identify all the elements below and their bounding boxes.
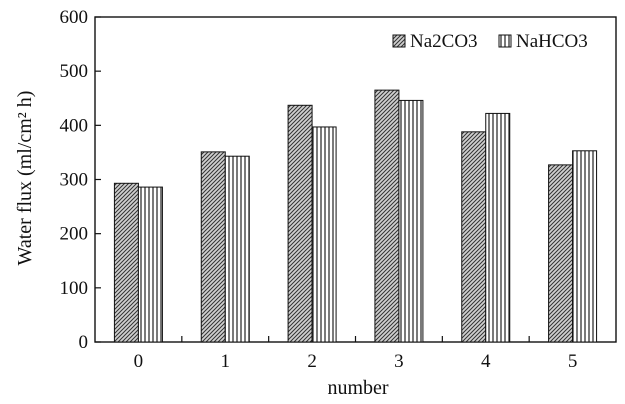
bar-na2co3-2 xyxy=(287,104,313,343)
legend-swatch-nahco3 xyxy=(498,34,512,48)
y-tick-label: 300 xyxy=(60,170,89,191)
bar-na2co3-1 xyxy=(200,151,226,343)
x-tick-label: 5 xyxy=(568,351,578,372)
y-axis-title: Water flux (ml/cm² h) xyxy=(14,91,36,266)
legend-label-na2co3: Na2CO3 xyxy=(410,31,478,52)
bar-nahco3-3 xyxy=(398,99,424,343)
x-tick-label: 3 xyxy=(394,351,404,372)
y-tick-label: 500 xyxy=(60,61,89,82)
x-tick-label: 4 xyxy=(481,351,491,372)
bar-nahco3-0 xyxy=(137,186,163,343)
y-tick-label: 600 xyxy=(60,7,89,28)
bar-nahco3-4 xyxy=(485,112,511,343)
x-tick-label: 2 xyxy=(307,351,317,372)
bar-na2co3-3 xyxy=(374,89,400,343)
bar-nahco3-2 xyxy=(311,126,337,343)
bar-nahco3-5 xyxy=(572,150,598,343)
x-tick-label: 0 xyxy=(134,351,144,372)
legend: Na2CO3 NaHCO3 xyxy=(392,31,588,52)
y-tick-label: 200 xyxy=(60,224,89,245)
bar-na2co3-0 xyxy=(113,182,139,343)
legend-label-nahco3: NaHCO3 xyxy=(516,31,588,52)
bar-na2co3-5 xyxy=(548,164,574,343)
plot-area: 0 100 200 300 400 500 600 0 1 2 3 4 5 xyxy=(60,7,617,372)
x-axis-title: number xyxy=(327,377,388,399)
y-tick-label: 0 xyxy=(79,332,89,353)
y-tick-label: 400 xyxy=(60,115,89,136)
plot-frame xyxy=(94,16,617,343)
legend-swatch-na2co3 xyxy=(392,34,406,48)
bar-nahco3-1 xyxy=(224,155,250,343)
bar-na2co3-4 xyxy=(461,131,487,343)
x-tick-label: 1 xyxy=(221,351,231,372)
y-tick-label: 100 xyxy=(60,278,89,299)
